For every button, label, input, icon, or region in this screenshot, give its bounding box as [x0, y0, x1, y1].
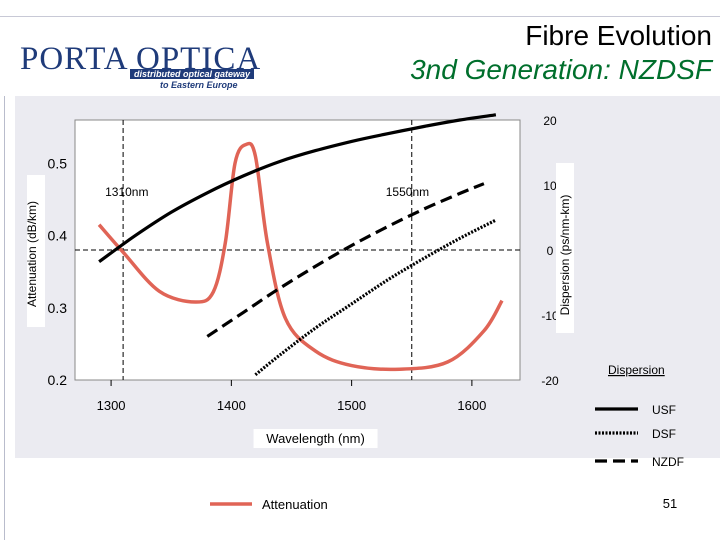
- series-usf-line: [98, 113, 497, 264]
- top-divider: [0, 16, 720, 17]
- left-divider: [4, 96, 5, 540]
- y-right-title-box: [556, 163, 574, 333]
- x-axis-title: Wavelength (nm): [266, 431, 365, 446]
- x-axis-title-box: [253, 429, 378, 448]
- legend-label-usf: USF: [652, 403, 676, 417]
- legend-label-dsf: DSF: [652, 427, 676, 441]
- slide-subtitle: 3nd Generation: NZDSF: [410, 54, 712, 85]
- reference-label-1550: 1550nm: [386, 185, 429, 199]
- y-right-tick-label: 20: [543, 114, 557, 128]
- slide-title: Fibre Evolution: [525, 20, 712, 51]
- logo-tagline-2: to Eastern Europe: [160, 80, 238, 90]
- dispersion-legend-title: Dispersion: [608, 363, 665, 377]
- series-attenuation-line: [97, 141, 504, 372]
- x-tick-label: 1300: [97, 398, 126, 413]
- y-left-tick-label: 0.4: [48, 228, 68, 244]
- y-right-axis-title: Dispersion (ps/nm-km): [558, 195, 572, 316]
- y-left-tick-label: 0.2: [48, 372, 68, 388]
- y-left-axis-title: Attenuation (dB/km): [25, 201, 39, 307]
- y-right-tick-label: -10: [541, 309, 559, 323]
- logo-tagline-1: distributed optical gateway: [130, 69, 255, 79]
- y-right-tick-label: 10: [543, 179, 557, 193]
- reference-label-1310: 1310nm: [105, 185, 148, 199]
- y-left-tick-label: 0.5: [48, 155, 68, 171]
- y-right-tick-label: 0: [547, 244, 554, 258]
- legend-label-nzdf: NZDF: [652, 455, 684, 469]
- series-dsf-line: [254, 218, 497, 377]
- legend-label-attenuation: Attenuation: [262, 497, 328, 512]
- y-left-title-box: [27, 175, 45, 327]
- x-tick-label: 1500: [337, 398, 366, 413]
- page-number: 51: [662, 496, 678, 511]
- porta-optica-logo: PORTA OPTICA distributed optical gateway…: [10, 40, 260, 96]
- y-left-tick-label: 0.3: [48, 300, 68, 316]
- x-tick-label: 1600: [457, 398, 486, 413]
- x-tick-label: 1400: [217, 398, 246, 413]
- y-right-tick-label: -20: [541, 374, 559, 388]
- series-nzdf-line: [206, 182, 485, 338]
